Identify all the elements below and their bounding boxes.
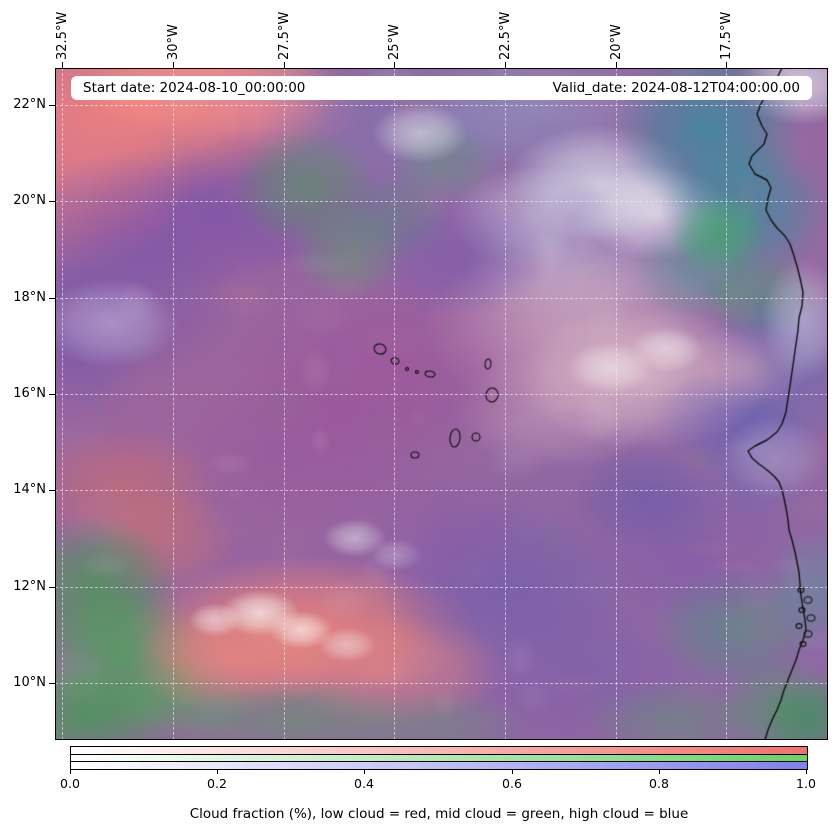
colorbar-tick-label: 0.0 (60, 776, 80, 791)
lon-tick-label: 20°W (609, 24, 624, 60)
lat-tick-label: 18°N (13, 290, 46, 305)
map-plot: Start date: 2024-08-10_00:00:00 Valid_da… (55, 68, 828, 740)
lat-tick-label: 22°N (13, 97, 46, 112)
lon-tick-label: 32.5°W (55, 11, 70, 60)
axis-tick-top (505, 62, 506, 68)
axis-tick-left (49, 298, 55, 299)
axis-tick-top (173, 62, 174, 68)
grid-line-vertical (173, 68, 174, 740)
grid-line-horizontal (55, 587, 828, 588)
colorbar-tick (364, 770, 365, 774)
axis-tick-top (284, 62, 285, 68)
colorbar-tick (70, 770, 71, 774)
lat-tick-label: 10°N (13, 675, 46, 690)
axis-tick-left (49, 490, 55, 491)
colorbar-tick-label: 0.2 (207, 776, 227, 791)
colorbar-band-high-cloud (71, 761, 807, 770)
lat-tick-label: 14°N (13, 482, 46, 497)
valid-date-label: Valid_date: 2024-08-12T04:00:00.00 (552, 80, 800, 96)
axis-tick-left (49, 587, 55, 588)
axis-tick-top (394, 62, 395, 68)
lon-tick-label: 30°W (166, 24, 181, 60)
lat-tick-label: 20°N (13, 193, 46, 208)
colorbar-tick (806, 770, 807, 774)
colorbar-tick (217, 770, 218, 774)
lon-tick-label: 22.5°W (498, 11, 513, 60)
lon-tick-label: 27.5°W (277, 11, 292, 60)
axis-tick-left (49, 105, 55, 106)
colorbar-tick-label: 0.6 (502, 776, 522, 791)
colorbar-band-low-cloud (71, 747, 807, 754)
lat-tick-label: 16°N (13, 386, 46, 401)
colorbar-tick (659, 770, 660, 774)
grid-line-vertical (616, 68, 617, 740)
axis-tick-top (62, 62, 63, 68)
annotation-bar: Start date: 2024-08-10_00:00:00 Valid_da… (71, 76, 812, 100)
axis-tick-left (49, 394, 55, 395)
axis-tick-left (49, 683, 55, 684)
grid-line-vertical (394, 68, 395, 740)
colorbar-tick-label: 1.0 (796, 776, 816, 791)
lon-tick-label: 25°W (387, 24, 402, 60)
colorbar-caption: Cloud fraction (%), low cloud = red, mid… (189, 806, 689, 822)
colorbar-tick (512, 770, 513, 774)
grid-line-horizontal (55, 683, 828, 684)
colorbar-tick-label: 0.8 (649, 776, 669, 791)
grid-line-horizontal (55, 298, 828, 299)
colorbar (70, 746, 808, 770)
axis-tick-left (49, 201, 55, 202)
cloud-field-canvas (55, 68, 828, 740)
lat-tick-label: 12°N (13, 579, 46, 594)
grid-line-horizontal (55, 201, 828, 202)
grid-line-horizontal (55, 490, 828, 491)
grid-line-vertical (62, 68, 63, 740)
lon-tick-label: 17.5°W (719, 11, 734, 60)
grid-line-vertical (284, 68, 285, 740)
grid-line-horizontal (55, 394, 828, 395)
axis-tick-top (616, 62, 617, 68)
start-date-label: Start date: 2024-08-10_00:00:00 (83, 80, 306, 96)
grid-line-vertical (505, 68, 506, 740)
colorbar-tick-label: 0.4 (354, 776, 374, 791)
grid-line-horizontal (55, 105, 828, 106)
grid-line-vertical (726, 68, 727, 740)
colorbar-band-mid-cloud (71, 753, 807, 762)
axis-tick-top (726, 62, 727, 68)
